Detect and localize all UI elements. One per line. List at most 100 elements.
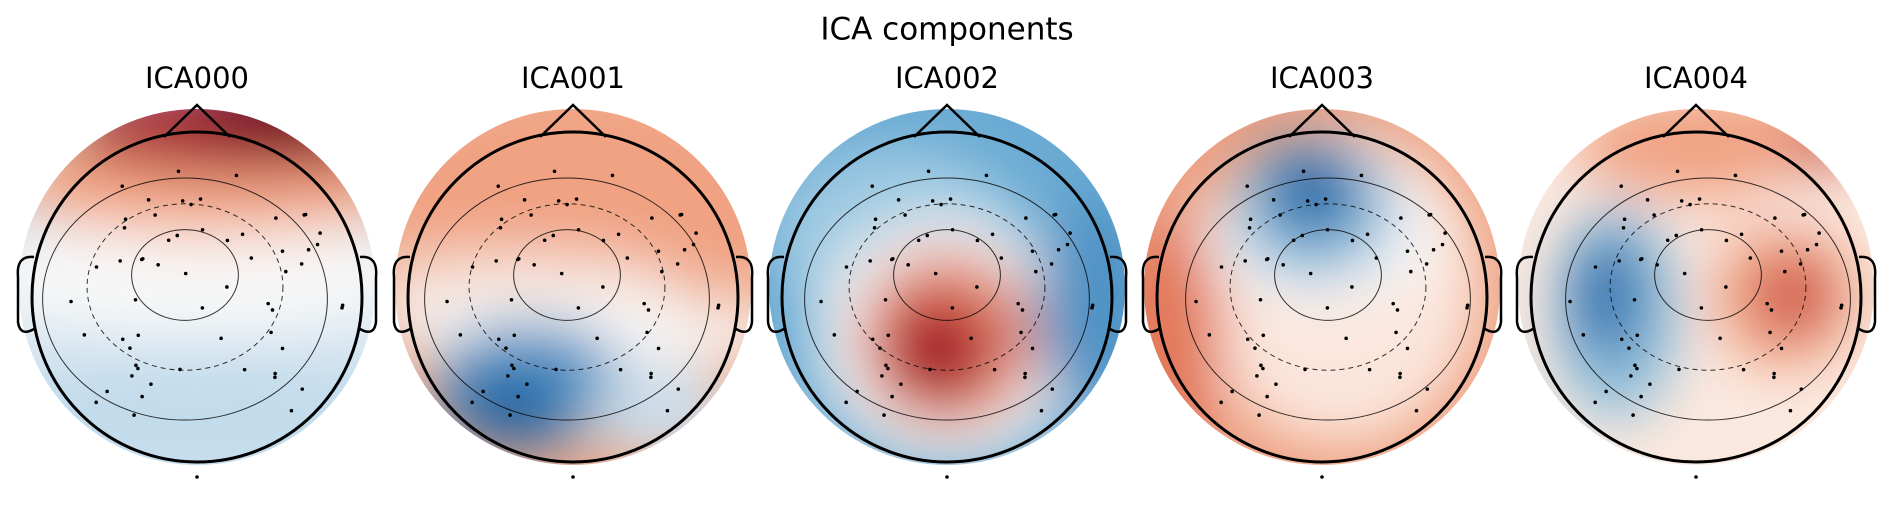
sensor <box>498 226 503 230</box>
sensor <box>928 367 932 372</box>
sensor <box>844 400 848 405</box>
sensor <box>1604 389 1608 394</box>
sensor <box>1697 197 1702 201</box>
sensor <box>1020 308 1025 312</box>
sensor <box>1405 249 1410 253</box>
sensor <box>665 408 670 413</box>
sensor <box>950 306 955 310</box>
sensor <box>1265 256 1270 261</box>
sensor <box>1030 249 1035 253</box>
sensor <box>819 299 823 304</box>
sensor <box>1772 375 1776 380</box>
sensor <box>153 213 157 217</box>
contour-line <box>1654 229 1762 321</box>
sensor <box>1359 173 1364 178</box>
panel-title: ICA001 <box>521 61 625 95</box>
sensor <box>1365 232 1370 237</box>
sensor <box>682 247 687 252</box>
sensor <box>1648 382 1652 386</box>
sensor <box>645 330 649 335</box>
sensor <box>1799 387 1804 391</box>
sensor <box>576 306 581 310</box>
sensor <box>990 232 995 237</box>
sensor <box>1724 285 1728 289</box>
ear <box>1141 255 1160 334</box>
sensor <box>676 387 681 391</box>
sensor <box>883 297 888 302</box>
sensor <box>1639 256 1644 261</box>
sensor <box>1090 306 1094 310</box>
sensor <box>180 199 185 203</box>
sensor <box>969 336 973 341</box>
sensor <box>234 173 239 178</box>
sensor <box>1627 346 1631 350</box>
sensor <box>571 475 575 479</box>
sensor <box>1391 301 1395 306</box>
sensor <box>1428 212 1433 217</box>
topomap <box>1518 109 1874 465</box>
field-blob <box>1144 215 1225 465</box>
ear <box>735 255 754 334</box>
sensor <box>1303 367 1307 372</box>
panel-title: ICA002 <box>895 61 999 95</box>
sensor <box>554 367 558 372</box>
sensor <box>1465 306 1469 310</box>
sensor <box>1255 374 1259 378</box>
sensor <box>1674 233 1679 238</box>
sensor <box>1399 216 1403 220</box>
sensor <box>1194 299 1198 304</box>
sensor <box>156 262 160 267</box>
sensor <box>122 226 127 230</box>
head-outline <box>30 130 364 464</box>
sensor <box>679 212 684 217</box>
sensor <box>1261 333 1266 338</box>
panel-title: ICA000 <box>145 61 249 95</box>
contour-line <box>424 177 710 421</box>
sensor <box>691 242 696 247</box>
sensor <box>1034 269 1038 274</box>
sensor <box>601 285 605 289</box>
sensor <box>120 184 125 188</box>
sensor <box>133 297 138 302</box>
sensor <box>1733 173 1738 178</box>
topomap-field <box>1553 109 1866 421</box>
sensor <box>1030 346 1035 351</box>
sensor <box>504 346 508 350</box>
sensor <box>94 265 99 269</box>
sensor <box>870 184 875 188</box>
sensor <box>303 212 308 217</box>
sensor <box>1802 212 1807 217</box>
sensor <box>506 374 510 378</box>
contour-line <box>513 229 621 321</box>
sensor <box>675 262 680 266</box>
sensor <box>136 366 140 371</box>
sensor <box>595 336 599 341</box>
sensor <box>1245 184 1250 188</box>
sensor <box>1258 297 1263 302</box>
sensor <box>1245 337 1250 342</box>
sensor <box>1308 271 1313 276</box>
sensor <box>716 306 720 310</box>
sensor <box>899 382 903 386</box>
sensor <box>1772 371 1776 376</box>
sensor <box>1398 375 1402 380</box>
sensor <box>948 197 953 201</box>
sensor <box>1274 382 1278 386</box>
sensor <box>1682 271 1687 276</box>
sensor <box>166 238 171 243</box>
sensor <box>82 333 87 337</box>
sensor <box>882 413 886 417</box>
sensor <box>642 301 646 306</box>
nose <box>913 103 981 138</box>
sensor <box>219 336 223 341</box>
sensor <box>1635 366 1639 371</box>
sensor <box>1741 367 1746 372</box>
sensor <box>1768 330 1772 335</box>
sensor <box>512 366 516 371</box>
sensor <box>494 259 498 263</box>
sensor <box>925 233 930 238</box>
sensor <box>1677 367 1681 372</box>
sensor <box>1593 265 1598 269</box>
sensor <box>225 285 229 289</box>
topomap-panel: ICA001 <box>392 61 754 479</box>
